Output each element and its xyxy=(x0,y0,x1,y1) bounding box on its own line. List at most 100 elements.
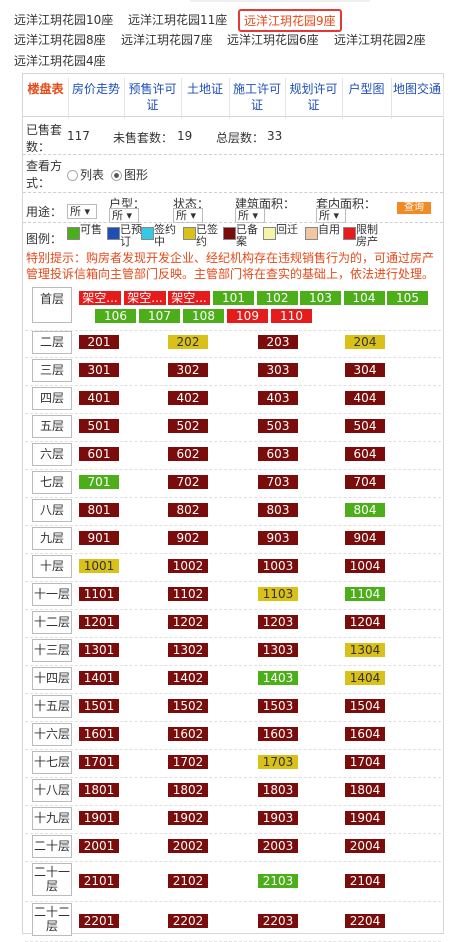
building-link[interactable]: 远洋江玥花园2座 xyxy=(334,33,426,47)
unit-cell[interactable]: 1702 xyxy=(168,755,208,769)
unit-cell[interactable]: 2104 xyxy=(345,874,385,888)
area-select[interactable]: 所 ▾ xyxy=(235,208,265,223)
unit-cell[interactable]: 202 xyxy=(168,335,208,349)
unit-cell[interactable]: 108 xyxy=(183,309,224,323)
unit-cell[interactable]: 1502 xyxy=(168,699,208,713)
unit-cell[interactable]: 1901 xyxy=(79,811,119,825)
unit-cell[interactable]: 1304 xyxy=(345,643,385,657)
unit-cell[interactable]: 802 xyxy=(168,503,208,517)
unit-cell[interactable]: 1501 xyxy=(79,699,119,713)
unit-cell[interactable]: 1804 xyxy=(345,783,385,797)
unit-cell[interactable]: 2204 xyxy=(345,914,385,928)
unit-cell[interactable]: 2103 xyxy=(258,874,298,888)
unit-cell[interactable]: 1404 xyxy=(345,671,385,685)
unit-cell[interactable]: 107 xyxy=(139,309,180,323)
unit-cell[interactable]: 1701 xyxy=(79,755,119,769)
unit-cell[interactable]: 1201 xyxy=(79,615,119,629)
unit-cell[interactable]: 1503 xyxy=(258,699,298,713)
tab-item[interactable]: 楼盘表 xyxy=(23,78,69,119)
unit-cell[interactable]: 110 xyxy=(271,309,312,323)
unit-cell[interactable]: 704 xyxy=(345,475,385,489)
unit-cell[interactable]: 2001 xyxy=(79,839,119,853)
unit-cell[interactable]: 1403 xyxy=(258,671,298,685)
unit-cell[interactable]: 2202 xyxy=(168,914,208,928)
unit-cell[interactable]: 1703 xyxy=(258,755,298,769)
building-link[interactable]: 远洋江玥花园9座 xyxy=(238,9,342,32)
unit-cell[interactable]: 102 xyxy=(256,291,298,305)
unit-cell[interactable]: 1204 xyxy=(345,615,385,629)
unit-cell[interactable]: 803 xyxy=(258,503,298,517)
unit-cell[interactable]: 104 xyxy=(343,291,385,305)
unit-cell[interactable]: 106 xyxy=(95,309,136,323)
tab-item[interactable]: 预售许可证 xyxy=(124,78,182,119)
unit-cell[interactable]: 1903 xyxy=(258,811,298,825)
unit-cell[interactable]: 1001 xyxy=(79,559,119,573)
status-select[interactable]: 所 ▾ xyxy=(173,208,203,223)
unit-cell[interactable]: 304 xyxy=(345,363,385,377)
unit-cell[interactable]: 1504 xyxy=(345,699,385,713)
unit-cell[interactable]: 1303 xyxy=(258,643,298,657)
unit-cell[interactable]: 1704 xyxy=(345,755,385,769)
unit-cell[interactable]: 1603 xyxy=(258,727,298,741)
unit-cell[interactable]: 204 xyxy=(345,335,385,349)
unit-cell[interactable]: 303 xyxy=(258,363,298,377)
unit-cell[interactable]: 1401 xyxy=(79,671,119,685)
unit-cell[interactable]: 2004 xyxy=(345,839,385,853)
unit-cell[interactable]: 401 xyxy=(79,391,119,405)
unit-cell[interactable]: 2003 xyxy=(258,839,298,853)
unit-cell[interactable]: 2002 xyxy=(168,839,208,853)
unit-cell[interactable]: 架空... xyxy=(79,291,121,305)
unit-cell[interactable]: 103 xyxy=(300,291,341,305)
unit-cell[interactable]: 1802 xyxy=(168,783,208,797)
type-select[interactable]: 所 ▾ xyxy=(109,208,139,223)
building-link[interactable]: 远洋江玥花园4座 xyxy=(14,54,106,68)
use-select[interactable]: 所 ▾ xyxy=(67,204,97,219)
unit-cell[interactable]: 703 xyxy=(258,475,298,489)
unit-cell[interactable]: 101 xyxy=(213,291,254,305)
unit-cell[interactable]: 1402 xyxy=(168,671,208,685)
unit-cell[interactable]: 架空... xyxy=(168,291,210,305)
unit-cell[interactable]: 601 xyxy=(79,447,119,461)
unit-cell[interactable]: 904 xyxy=(345,531,385,545)
unit-cell[interactable]: 1604 xyxy=(345,727,385,741)
unit-cell[interactable]: 1904 xyxy=(345,811,385,825)
tab-item[interactable]: 房价走势 xyxy=(68,78,125,119)
unit-cell[interactable]: 1203 xyxy=(258,615,298,629)
unit-cell[interactable]: 109 xyxy=(227,309,268,323)
unit-cell[interactable]: 1102 xyxy=(168,587,208,601)
unit-cell[interactable]: 2102 xyxy=(168,874,208,888)
inner-area-select[interactable]: 所 ▾ xyxy=(316,208,346,223)
unit-cell[interactable]: 404 xyxy=(345,391,385,405)
unit-cell[interactable]: 1004 xyxy=(345,559,385,573)
unit-cell[interactable]: 501 xyxy=(79,419,119,433)
building-link[interactable]: 远洋江玥花园10座 xyxy=(14,13,114,27)
unit-cell[interactable]: 502 xyxy=(168,419,208,433)
unit-cell[interactable]: 302 xyxy=(168,363,208,377)
unit-cell[interactable]: 301 xyxy=(79,363,119,377)
building-link[interactable]: 远洋江玥花园6座 xyxy=(227,33,319,47)
tab-item[interactable]: 户型图 xyxy=(342,78,392,119)
unit-cell[interactable]: 604 xyxy=(345,447,385,461)
unit-cell[interactable]: 503 xyxy=(258,419,298,433)
view-list-option[interactable]: 列表 xyxy=(67,166,104,183)
unit-cell[interactable]: 702 xyxy=(168,475,208,489)
unit-cell[interactable]: 203 xyxy=(258,335,298,349)
unit-cell[interactable]: 2203 xyxy=(258,914,298,928)
unit-cell[interactable]: 903 xyxy=(258,531,298,545)
unit-cell[interactable]: 1202 xyxy=(168,615,208,629)
query-button[interactable]: 查询 xyxy=(397,202,431,214)
building-link[interactable]: 远洋江玥花园7座 xyxy=(121,33,213,47)
building-link[interactable]: 远洋江玥花园11座 xyxy=(128,13,228,27)
unit-cell[interactable]: 901 xyxy=(79,531,119,545)
tab-item[interactable]: 规划许可证 xyxy=(285,78,343,119)
unit-cell[interactable]: 403 xyxy=(258,391,298,405)
unit-cell[interactable]: 801 xyxy=(79,503,119,517)
unit-cell[interactable]: 804 xyxy=(345,503,385,517)
unit-cell[interactable]: 1601 xyxy=(79,727,119,741)
unit-cell[interactable]: 701 xyxy=(79,475,119,489)
unit-cell[interactable]: 1104 xyxy=(345,587,385,601)
unit-cell[interactable]: 504 xyxy=(345,419,385,433)
unit-cell[interactable]: 402 xyxy=(168,391,208,405)
unit-cell[interactable]: 1602 xyxy=(168,727,208,741)
unit-cell[interactable]: 1003 xyxy=(258,559,298,573)
